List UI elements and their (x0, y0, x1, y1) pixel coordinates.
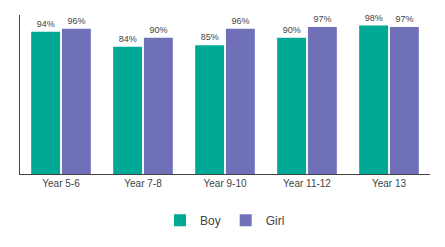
svg-text:90%: 90% (283, 25, 301, 35)
svg-text:97%: 97% (313, 14, 331, 24)
svg-text:96%: 96% (67, 16, 85, 26)
svg-text:Year 11-12: Year 11-12 (283, 178, 331, 189)
svg-text:96%: 96% (231, 16, 249, 26)
svg-text:Year 13: Year 13 (372, 178, 407, 189)
svg-text:97%: 97% (395, 14, 413, 24)
svg-text:Girl: Girl (266, 214, 285, 228)
svg-text:Boy: Boy (200, 214, 221, 228)
svg-text:Year 7-8: Year 7-8 (124, 178, 162, 189)
svg-text:98%: 98% (365, 13, 383, 23)
svg-text:84%: 84% (119, 34, 137, 44)
svg-text:Year 5-6: Year 5-6 (42, 178, 80, 189)
svg-text:94%: 94% (37, 19, 55, 29)
svg-text:85%: 85% (201, 32, 219, 42)
svg-text:90%: 90% (149, 25, 167, 35)
svg-text:Year 9-10: Year 9-10 (204, 178, 247, 189)
